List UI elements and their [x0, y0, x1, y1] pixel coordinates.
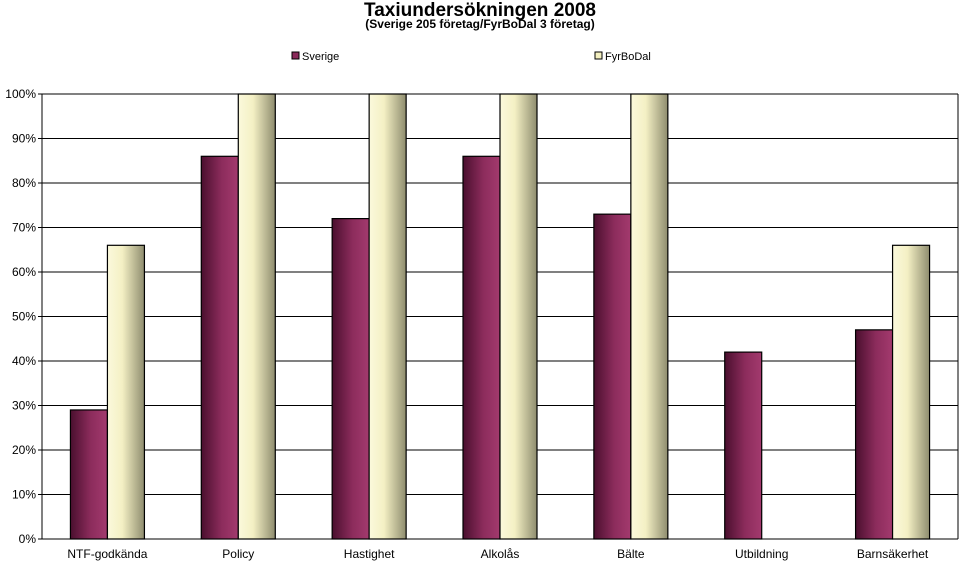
bar-sverige-3 [462, 155, 501, 540]
chart-title: Taxiundersökningen 2008 [364, 0, 596, 21]
x-tick-labels: NTF-godkända Policy Hastighet Alkolås Bälte U… [67, 547, 929, 561]
legend: Sverige FyrBoDal [291, 51, 651, 63]
y-tick-label-80: 80% [12, 176, 36, 190]
legend-swatch-fyrbodal [594, 51, 603, 60]
bar-fyrbodal-1 [237, 93, 276, 540]
bar-fyrbodal-6 [891, 244, 931, 540]
y-tick-label-70: 70% [12, 221, 36, 235]
bars [69, 93, 931, 540]
y-tick-label-10: 10% [12, 488, 36, 502]
chart-subtitle: (Sverige 205 företag/FyrBoDal 3 företag) [365, 17, 595, 31]
legend-label-sverige: Sverige [302, 51, 339, 63]
x-tick-label-3: Alkolås [481, 547, 520, 561]
y-tick-label-90: 90% [12, 132, 36, 146]
y-tick-label-100: 100% [5, 87, 36, 101]
bar-fyrbodal-4 [630, 93, 669, 540]
y-tick-label-20: 20% [12, 443, 36, 457]
bar-fyrbodal-2 [368, 93, 407, 540]
x-tick-label-2: Hastighet [344, 547, 395, 561]
bar-fyrbodal-0 [106, 244, 146, 540]
x-tick-label-0: NTF-godkända [67, 547, 147, 561]
x-tick-label-6: Barnsäkerhet [857, 547, 929, 561]
bar-sverige-4 [593, 213, 632, 540]
y-tick-label-30: 30% [12, 399, 36, 413]
y-tick-label-50: 50% [12, 310, 36, 324]
legend-label-fyrbodal: FyrBoDal [605, 51, 651, 63]
x-tick-label-4: Bälte [617, 547, 645, 561]
y-tick-label-0: 0% [19, 532, 37, 546]
axes [41, 94, 959, 540]
legend-swatch-sverige [291, 51, 300, 60]
bar-sverige-5 [724, 351, 763, 540]
y-tick-label-40: 40% [12, 354, 36, 368]
x-tick-label-1: Policy [222, 547, 254, 561]
y-tick-labels: 0% 10% 20% 30% 40% 50% 60% 70% 80% 90% 100% [5, 87, 36, 546]
bar-sverige-6 [854, 329, 894, 540]
bar-sverige-1 [200, 155, 239, 540]
bar-sverige-2 [331, 218, 370, 540]
y-tick-label-60: 60% [12, 265, 36, 279]
bar-sverige-0 [69, 409, 109, 540]
x-tick-label-5: Utbildning [735, 547, 788, 561]
bar-fyrbodal-3 [499, 93, 538, 540]
